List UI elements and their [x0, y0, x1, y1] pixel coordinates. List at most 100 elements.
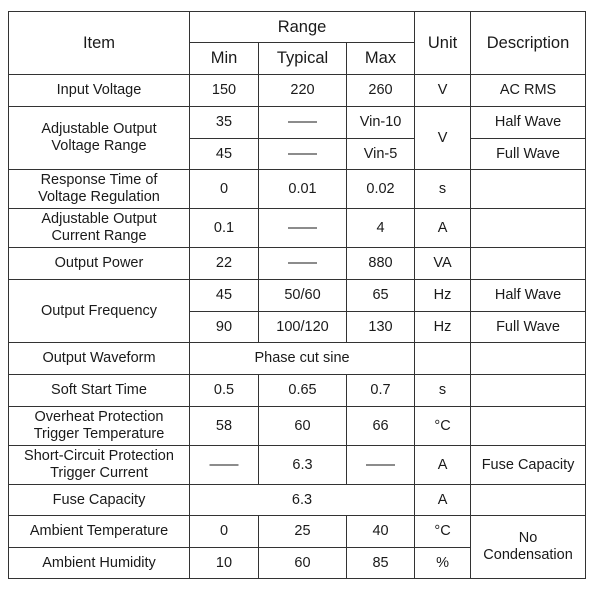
max-cell: 40: [345, 515, 416, 548]
min-cell: 35: [189, 106, 259, 139]
typical-cell: 50/60: [258, 279, 347, 312]
min-cell: 10: [189, 547, 259, 579]
typical-cell: ——: [258, 208, 347, 248]
min-cell: 0.1: [189, 208, 259, 248]
min-cell: ——: [189, 445, 259, 485]
typical-cell: 6.3: [258, 445, 347, 485]
unit-cell: s: [414, 374, 472, 407]
specification-table: Item Range Unit Description Min Typical …: [8, 11, 587, 579]
table-row-output-power: Output Power 22 —— 880 VA: [8, 247, 587, 280]
unit-cell: °C: [414, 406, 472, 446]
table-row-soft-start-time: Soft Start Time 0.5 0.65 0.7 s: [8, 374, 587, 407]
unit-cell: VA: [414, 247, 472, 280]
table-row-fuse-capacity: Fuse Capacity 6.3 A: [8, 484, 587, 516]
description-cell: Fuse Capacity: [470, 445, 587, 485]
typical-cell: ——: [258, 138, 347, 170]
table-row-adjustable-output-voltage-full: 45 —— Vin-5 Full Wave: [9, 138, 587, 170]
description-cell: [470, 484, 587, 516]
min-cell: 90: [189, 311, 259, 343]
table-row-overheat-protection: Overheat Protection Trigger Temperature …: [8, 406, 587, 446]
min-cell: 0: [189, 515, 259, 548]
unit-cell: V: [414, 74, 472, 107]
unit-cell: s: [414, 169, 472, 209]
table-row-ambient-humidity: Ambient Humidity 10 60 85 %: [8, 547, 586, 579]
unit-cell: Hz: [414, 279, 472, 312]
min-cell: 58: [189, 406, 259, 446]
table-row-response-time: Response Time of Voltage Regulation 0 0.…: [8, 169, 587, 209]
max-cell: 4: [345, 208, 416, 248]
description-cell: [470, 169, 587, 209]
item-cell: Adjustable Output Current Range: [8, 208, 190, 248]
min-cell: 0.5: [189, 374, 259, 407]
unit-cell: A: [414, 445, 472, 485]
description-cell: Full Wave: [470, 311, 587, 343]
min-cell: 45: [189, 138, 259, 170]
typical-cell: 0.01: [258, 169, 347, 209]
typical-cell: ——: [258, 106, 347, 139]
description-cell: [470, 342, 587, 375]
min-cell: 22: [189, 247, 259, 280]
description-cell: Half Wave: [470, 279, 587, 312]
table-row-ambient-temperature: Ambient Temperature 0 25 40 °C No Conden…: [8, 515, 587, 579]
max-cell: 0.7: [345, 374, 416, 407]
item-cell: Response Time of Voltage Regulation: [8, 169, 190, 209]
item-cell: Adjustable Output Voltage Range: [8, 106, 190, 170]
min-cell: 0: [189, 169, 259, 209]
item-cell: Soft Start Time: [8, 374, 190, 407]
description-cell: [470, 374, 587, 407]
description-cell: Half Wave: [470, 106, 587, 139]
item-cell: Ambient Temperature: [8, 515, 190, 548]
max-header: Max: [345, 42, 416, 75]
unit-cell: A: [414, 208, 472, 248]
item-cell: Output Frequency: [8, 279, 190, 343]
typical-cell: ——: [258, 247, 347, 280]
typical-cell: 25: [258, 515, 347, 548]
typical-cell: 100/120: [258, 311, 347, 343]
typical-cell: 0.65: [258, 374, 347, 407]
max-cell: 85: [345, 547, 416, 579]
range-value-cell: 6.3: [188, 484, 416, 516]
unit-cell: Hz: [414, 311, 472, 343]
max-cell: 66: [345, 406, 416, 446]
table-row-input-voltage: Input Voltage 150 220 260 V AC RMS: [8, 74, 587, 107]
typical-cell: 60: [258, 406, 347, 446]
table-row-output-waveform: Output Waveform Phase cut sine: [8, 342, 587, 375]
max-cell: 880: [345, 247, 416, 280]
unit-cell: A: [414, 484, 472, 516]
typical-cell: 60: [258, 547, 347, 579]
table-row-adjustable-output-current: Adjustable Output Current Range 0.1 —— 4…: [8, 208, 587, 248]
min-cell: 45: [189, 279, 259, 312]
typical-header: Typical: [258, 42, 347, 75]
max-cell: 260: [345, 74, 416, 107]
unit-cell: [414, 342, 472, 375]
unit-header: Unit: [414, 11, 472, 75]
range-header: Range: [188, 11, 416, 43]
description-cell: [470, 406, 587, 446]
max-cell: 0.02: [345, 169, 416, 209]
unit-cell: %: [414, 547, 472, 579]
item-cell: Input Voltage: [8, 74, 190, 107]
item-cell: Output Power: [8, 247, 190, 280]
max-cell: Vin-10: [345, 106, 416, 139]
max-cell: ——: [345, 445, 416, 485]
item-header: Item: [8, 11, 190, 75]
description-cell: [470, 208, 587, 248]
unit-cell: V: [414, 106, 472, 170]
typical-cell: 220: [258, 74, 347, 107]
table-row-short-circuit-protection: Short-Circuit Protection Trigger Current…: [8, 445, 587, 485]
max-cell: 130: [345, 311, 416, 343]
max-cell: 65: [345, 279, 416, 312]
item-cell: Short-Circuit Protection Trigger Current: [8, 445, 190, 485]
table-row-output-frequency-half: Output Frequency 45 50/60 65 Hz Half Wav…: [8, 279, 587, 343]
description-cell: [470, 247, 587, 280]
unit-cell: °C: [414, 515, 472, 548]
table-row-adjustable-output-voltage-half: Adjustable Output Voltage Range 35 —— Vi…: [8, 106, 587, 170]
subheader-row: Min Typical Max: [9, 42, 586, 75]
item-cell: Output Waveform: [8, 342, 190, 375]
item-cell: Fuse Capacity: [8, 484, 190, 516]
header-row: Item Range Unit Description: [8, 11, 587, 75]
item-cell: Ambient Humidity: [8, 547, 190, 579]
range-value-cell: Phase cut sine: [188, 342, 416, 375]
description-cell: No Condensation: [470, 515, 587, 579]
description-cell: AC RMS: [470, 74, 587, 107]
